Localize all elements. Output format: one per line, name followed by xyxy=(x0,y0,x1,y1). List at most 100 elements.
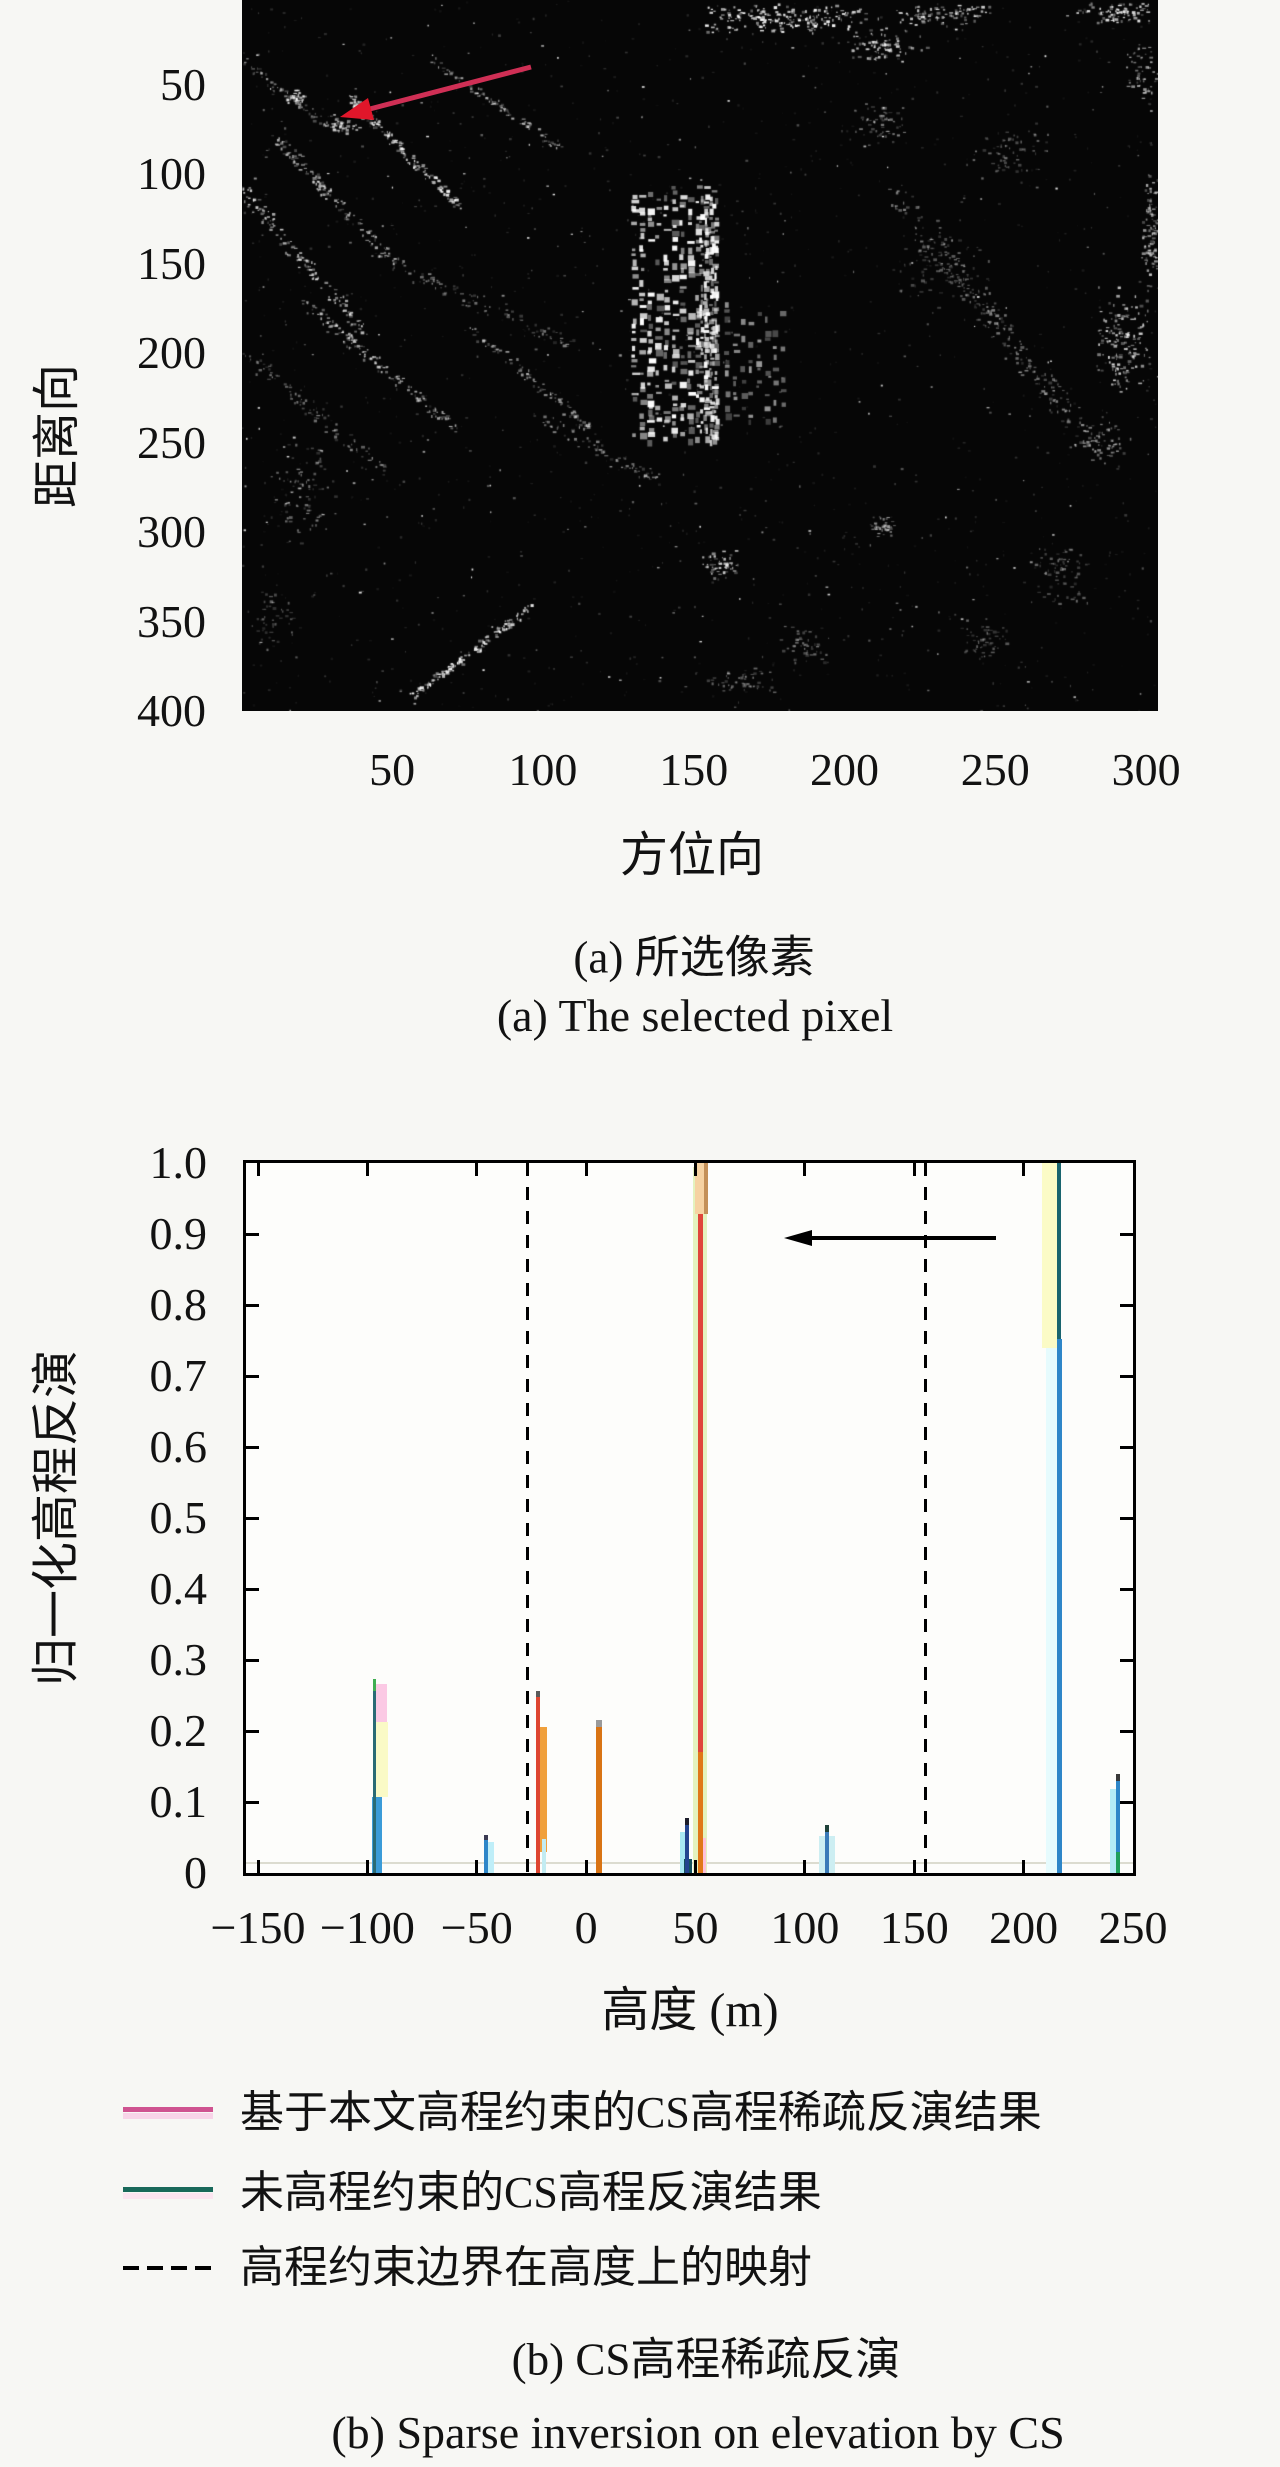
y-tick-label: 100 xyxy=(137,148,206,200)
figure-b-y-axis-title: 归一化高程反演 xyxy=(30,1349,83,1687)
spike-segment xyxy=(697,1164,703,1753)
axis-tick xyxy=(803,1860,807,1873)
y-tick-label: 0.2 xyxy=(149,1705,208,1756)
spike-segment xyxy=(1115,1851,1120,1873)
axis-tick xyxy=(1120,1232,1133,1236)
axis-tick xyxy=(1120,1445,1133,1449)
y-tick-label: 0.4 xyxy=(149,1563,208,1614)
x-tick-label: −100 xyxy=(319,1902,415,1953)
x-tick-label: 50 xyxy=(369,744,416,795)
x-tick-label: 150 xyxy=(659,744,729,795)
x-tick-label: 150 xyxy=(879,1902,949,1953)
y-tick-label: 0 xyxy=(184,1847,207,1898)
figure-a-y-axis-title: 距离向 xyxy=(31,363,84,509)
spike-segment xyxy=(1115,1776,1120,1873)
y-tick-label: 200 xyxy=(137,327,206,379)
spike-segment xyxy=(694,1163,704,1215)
axis-tick xyxy=(246,1729,259,1733)
spike-segment xyxy=(372,1681,376,1873)
spike-segment xyxy=(697,1752,703,1873)
axis-tick xyxy=(1120,1587,1133,1591)
axis-tick xyxy=(912,1163,916,1176)
spike-segment xyxy=(483,1837,488,1873)
axis-tick xyxy=(365,1860,369,1873)
axis-tick xyxy=(1120,1374,1133,1378)
figure-b-caption-zh: (b) CS高程稀疏反演 xyxy=(511,2334,901,2385)
y-tick-label: 0.9 xyxy=(149,1208,208,1259)
spike-segment xyxy=(1109,1789,1117,1873)
spike-segment xyxy=(684,1817,689,1825)
x-tick-label: 200 xyxy=(989,1902,1059,1953)
axis-tick xyxy=(1120,1303,1133,1307)
legend-line-sample-teal xyxy=(123,2187,213,2199)
spike-segment xyxy=(702,1837,706,1873)
axis-tick xyxy=(256,1163,260,1176)
legend-label: 基于本文高程约束的CS高程稀疏反演结果 xyxy=(240,2087,1042,2137)
axis-tick xyxy=(1120,1800,1133,1804)
legend-label: 未高程约束的CS高程反演结果 xyxy=(240,2167,822,2217)
axis-tick xyxy=(584,1860,588,1873)
x-tick-label: 250 xyxy=(1098,1902,1168,1953)
figure-b-x-axis-title: 高度 (m) xyxy=(601,1984,779,2037)
figure-a-caption-en: (a) The selected pixel xyxy=(496,990,894,1041)
axis-tick xyxy=(694,1860,697,1873)
spike-segment xyxy=(374,1684,387,1723)
legend-line-sample-pink xyxy=(123,2107,213,2119)
y-tick-label: 150 xyxy=(137,237,206,289)
legend-item-unconstrained: 未高程约束的CS高程反演结果 xyxy=(123,2158,1183,2228)
axis-tick xyxy=(365,1163,369,1176)
spike-segment xyxy=(596,1723,603,1873)
axis-tick xyxy=(475,1163,479,1176)
y-tick-label: 400 xyxy=(137,685,206,737)
x-tick-label: 300 xyxy=(1111,744,1181,795)
spike-segment xyxy=(1041,1163,1057,1348)
y-tick-label: 250 xyxy=(137,416,206,468)
x-tick-label: 100 xyxy=(770,1902,840,1953)
y-tick-label: 1.0 xyxy=(149,1137,208,1188)
spike-segment xyxy=(1115,1773,1120,1781)
axis-tick xyxy=(475,1860,479,1873)
axis-tick xyxy=(694,1163,697,1176)
figure-b-caption-en: (b) Sparse inversion on elevation by CS xyxy=(331,2407,1065,2458)
spike-segment xyxy=(536,1694,541,1873)
axis-tick xyxy=(1022,1163,1026,1176)
y-tick-label: 350 xyxy=(137,595,206,647)
legend-item-constrained: 基于本文高程约束的CS高程稀疏反演结果 xyxy=(123,2078,1183,2148)
elevation-plot-frame xyxy=(243,1160,1136,1876)
figure-a-caption-zh: (a) 所选像素 xyxy=(573,932,815,983)
x-tick-label: −150 xyxy=(210,1902,306,1953)
axis-tick xyxy=(256,1860,260,1873)
axis-tick xyxy=(584,1163,588,1176)
axis-tick xyxy=(246,1374,259,1378)
spike-segment xyxy=(1056,1339,1062,1873)
x-tick-label: 0 xyxy=(574,1902,598,1953)
y-tick-label: 300 xyxy=(137,506,206,558)
spike-segment xyxy=(1056,1163,1061,1342)
legend-label: 高程约束边界在高度上的映射 xyxy=(240,2242,812,2292)
axis-tick xyxy=(803,1163,807,1176)
boundary-dashed-line xyxy=(525,1163,529,1873)
figure-a-x-axis-title: 方位向 xyxy=(619,829,765,882)
spike-segment xyxy=(703,1163,708,1215)
axis-tick xyxy=(246,1232,259,1236)
axis-tick xyxy=(1120,1658,1133,1662)
y-tick-label: 0.7 xyxy=(149,1350,208,1401)
axis-tick xyxy=(912,1860,916,1873)
x-tick-label: 200 xyxy=(810,744,879,795)
spike-segment xyxy=(1045,1347,1057,1873)
y-tick-label: 0.8 xyxy=(149,1279,208,1330)
spike-segment xyxy=(679,1831,685,1873)
axis-tick xyxy=(246,1303,259,1307)
spike-segment xyxy=(536,1690,541,1697)
spike-segment xyxy=(596,1719,603,1728)
axis-tick xyxy=(246,1587,259,1591)
spike-segment xyxy=(372,1679,376,1692)
x-tick-label: 250 xyxy=(960,744,1030,795)
y-tick-label: 0.1 xyxy=(149,1776,208,1827)
axis-tick xyxy=(246,1658,259,1662)
spike-segment xyxy=(371,1797,382,1873)
spike-segment xyxy=(487,1842,494,1873)
axis-tick xyxy=(1120,1516,1133,1520)
legend-dashed-sample xyxy=(123,2266,213,2270)
